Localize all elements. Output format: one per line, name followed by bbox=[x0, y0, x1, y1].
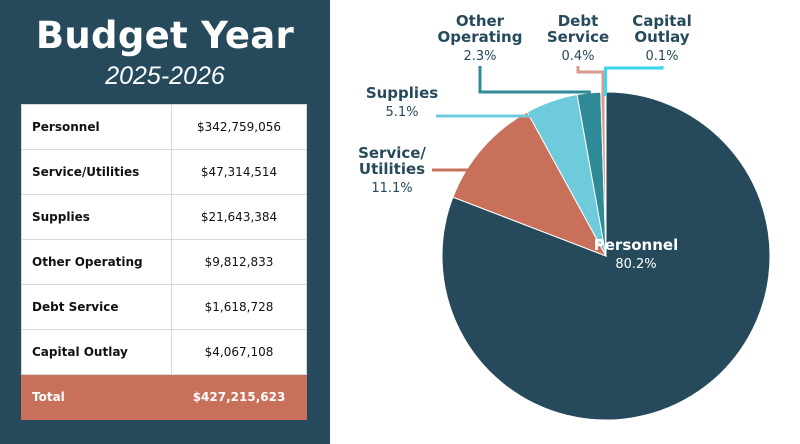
slice-label-personnel: Personnel bbox=[594, 236, 678, 254]
row-category: Capital Outlay bbox=[21, 329, 172, 375]
total-row: Total $427,215,623 bbox=[21, 374, 307, 420]
row-category: Other Operating bbox=[21, 239, 172, 285]
row-category: Personnel bbox=[21, 104, 172, 150]
row-amount: $4,067,108 bbox=[171, 329, 307, 375]
slice-label-other-operating: Other bbox=[456, 12, 505, 30]
leader-line-other-operating bbox=[478, 66, 591, 97]
slice-percent-debt-service: 0.4% bbox=[561, 49, 594, 64]
slice-label-supplies: Supplies bbox=[366, 84, 438, 102]
table-row: Debt Service $1,618,728 bbox=[21, 284, 307, 330]
row-amount: $342,759,056 bbox=[171, 104, 307, 150]
label-leader-lines bbox=[432, 66, 664, 172]
slice-percent-other-operating: 2.3% bbox=[463, 49, 496, 64]
row-amount: $21,643,384 bbox=[171, 194, 307, 240]
leader-line-supplies bbox=[436, 105, 555, 118]
slice-label-other-operating: Operating bbox=[438, 28, 523, 46]
slice-percent-capital-outlay: 0.1% bbox=[645, 49, 678, 64]
slice-label-service-utilities: Service/ bbox=[358, 144, 426, 162]
slice-percent-personnel: 80.2% bbox=[615, 257, 656, 272]
row-category: Debt Service bbox=[21, 284, 172, 330]
table-row: Capital Outlay $4,067,108 bbox=[21, 329, 307, 375]
leader-line-capital-outlay bbox=[604, 66, 664, 96]
budget-pie-chart: Personnel 80.2% Service/Utilities 11.1% Supp… bbox=[358, 12, 771, 421]
slice-percent-service-utilities: 11.1% bbox=[371, 181, 412, 196]
slice-label-debt-service: Debt bbox=[558, 12, 599, 30]
row-category: Service/Utilities bbox=[21, 149, 172, 195]
total-label: Total bbox=[21, 374, 172, 420]
leader-line-service-utilities bbox=[432, 150, 488, 172]
table-row: Service/Utilities $47,314,514 bbox=[21, 149, 307, 195]
table-row: Other Operating $9,812,833 bbox=[21, 239, 307, 285]
row-category: Supplies bbox=[21, 194, 172, 240]
page-title: Budget Year bbox=[35, 14, 295, 57]
budget-year-range: 2025-2026 bbox=[105, 62, 225, 90]
row-amount: $47,314,514 bbox=[171, 149, 307, 195]
slice-label-capital-outlay: Capital bbox=[632, 12, 691, 30]
slice-label-capital-outlay: Outlay bbox=[634, 28, 689, 46]
table-row: Supplies $21,643,384 bbox=[21, 194, 307, 240]
row-amount: $9,812,833 bbox=[171, 239, 307, 285]
leader-line-debt-service bbox=[576, 66, 605, 96]
slice-label-service-utilities: Utilities bbox=[359, 160, 425, 178]
pie-labels: Personnel 80.2% Service/Utilities 11.1% Supp… bbox=[358, 12, 692, 272]
total-amount: $427,215,623 bbox=[171, 374, 307, 420]
pie-slices bbox=[441, 91, 771, 421]
budget-table: Personnel $342,759,056 Service/Utilities… bbox=[21, 104, 307, 420]
table-row: Personnel $342,759,056 bbox=[21, 104, 307, 150]
row-amount: $1,618,728 bbox=[171, 284, 307, 330]
slice-percent-supplies: 5.1% bbox=[385, 105, 418, 120]
slice-label-debt-service: Service bbox=[547, 28, 609, 46]
left-panel: Budget Year 2025-2026 Personnel $342,759… bbox=[0, 0, 330, 444]
